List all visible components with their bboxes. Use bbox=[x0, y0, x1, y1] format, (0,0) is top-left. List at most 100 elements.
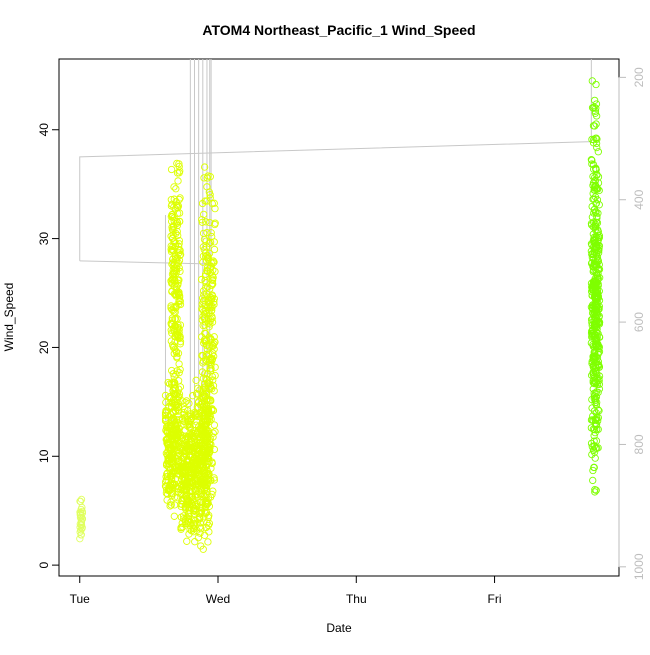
data-point bbox=[199, 385, 207, 393]
data-point bbox=[594, 358, 602, 366]
data-point bbox=[170, 238, 178, 246]
data-point bbox=[206, 317, 214, 325]
data-point bbox=[594, 148, 602, 156]
data-point bbox=[198, 216, 206, 224]
data-point bbox=[210, 295, 218, 303]
data-point bbox=[170, 381, 178, 389]
data-point bbox=[210, 421, 219, 429]
data-point bbox=[200, 307, 208, 316]
data-point bbox=[595, 372, 604, 380]
data-point bbox=[208, 272, 217, 280]
data-point bbox=[167, 501, 175, 509]
data-point bbox=[193, 519, 201, 527]
data-point bbox=[594, 413, 602, 422]
data-point bbox=[171, 255, 180, 263]
data-point bbox=[590, 136, 598, 144]
data-point bbox=[171, 322, 179, 330]
data-point bbox=[591, 226, 600, 234]
data-point bbox=[207, 464, 215, 472]
data-point bbox=[593, 184, 601, 192]
data-point bbox=[206, 194, 214, 202]
data-point bbox=[174, 245, 182, 254]
data-point bbox=[591, 332, 600, 340]
data-point bbox=[189, 429, 197, 438]
data-point bbox=[593, 261, 601, 269]
data-point bbox=[206, 320, 214, 328]
data-point bbox=[167, 304, 175, 312]
data-point bbox=[208, 490, 216, 499]
data-point bbox=[194, 452, 203, 460]
data-point bbox=[172, 185, 180, 193]
data-point bbox=[173, 227, 181, 236]
data-point bbox=[174, 209, 182, 218]
data-point bbox=[202, 436, 211, 445]
data-point bbox=[593, 135, 601, 143]
data-point bbox=[197, 492, 206, 501]
data-point bbox=[200, 246, 208, 254]
data-point bbox=[203, 183, 211, 191]
data-point bbox=[592, 134, 600, 142]
data-point bbox=[589, 179, 598, 187]
y2-tick-label: 1000 bbox=[632, 553, 646, 580]
data-point bbox=[201, 370, 209, 378]
data-point bbox=[593, 311, 602, 319]
data-point bbox=[166, 502, 174, 510]
data-point bbox=[202, 425, 210, 433]
data-point bbox=[200, 415, 208, 423]
data-point bbox=[594, 209, 602, 217]
data-point bbox=[211, 204, 219, 213]
pressure-line bbox=[79, 59, 592, 261]
data-point bbox=[204, 407, 213, 415]
data-point bbox=[592, 104, 600, 112]
data-point bbox=[590, 122, 599, 130]
data-point bbox=[591, 289, 599, 298]
data-point bbox=[199, 305, 207, 314]
data-point bbox=[200, 531, 209, 539]
data-point bbox=[595, 344, 603, 353]
data-point bbox=[202, 336, 211, 345]
data-point bbox=[179, 523, 187, 531]
data-point bbox=[181, 463, 190, 471]
y-tick-label: 40 bbox=[37, 123, 51, 137]
data-point bbox=[203, 228, 211, 237]
data-point bbox=[175, 290, 183, 298]
data-point bbox=[202, 417, 210, 425]
data-point bbox=[172, 348, 181, 357]
data-point bbox=[183, 422, 191, 430]
data-point bbox=[203, 341, 211, 350]
data-point bbox=[198, 199, 207, 208]
data-point bbox=[203, 251, 211, 260]
data-point bbox=[172, 201, 181, 209]
data-point bbox=[594, 330, 602, 338]
data-point bbox=[170, 282, 178, 291]
data-point bbox=[587, 259, 596, 268]
data-point bbox=[589, 476, 597, 485]
data-point bbox=[171, 420, 180, 429]
data-point bbox=[591, 278, 599, 286]
data-point bbox=[198, 368, 207, 376]
data-point bbox=[168, 260, 176, 268]
data-point bbox=[173, 159, 181, 168]
data-point bbox=[210, 445, 219, 454]
data-point bbox=[593, 293, 601, 302]
data-point bbox=[197, 525, 205, 533]
data-point bbox=[201, 481, 209, 489]
data-point bbox=[178, 496, 186, 504]
data-point bbox=[199, 298, 207, 306]
data-point bbox=[167, 232, 175, 240]
data-point bbox=[595, 361, 603, 370]
data-point bbox=[199, 463, 207, 471]
data-point bbox=[167, 319, 175, 327]
data-point bbox=[167, 421, 176, 430]
data-point bbox=[167, 302, 175, 310]
data-point bbox=[208, 232, 216, 241]
data-point bbox=[200, 455, 208, 463]
data-point bbox=[77, 518, 85, 527]
data-point bbox=[170, 378, 178, 386]
data-point bbox=[204, 315, 213, 323]
data-point bbox=[202, 279, 210, 287]
data-point bbox=[591, 96, 599, 105]
data-point bbox=[209, 341, 217, 349]
data-point bbox=[206, 264, 214, 272]
